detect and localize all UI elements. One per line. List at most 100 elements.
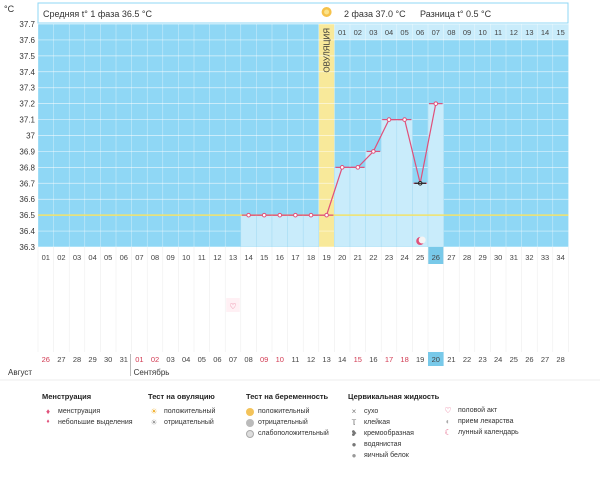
post-ovulation-day-label: 06	[416, 28, 424, 37]
calendar-date-label: 05	[198, 355, 206, 364]
sticky-icon: Ⲧ	[351, 418, 357, 427]
creamy-icon: ❥	[350, 429, 358, 438]
cycle-day-label: 07	[135, 253, 143, 262]
calendar-date-label: 04	[182, 355, 190, 364]
cycle-day-label: 30	[494, 253, 502, 262]
legend-item: ♦ небольшие выделения	[42, 417, 132, 428]
plot-area: 37.7 37.6 37.5 37.4 37.3 37.2 37.1 37 36.9 36.8 36…	[19, 7, 569, 252]
egg-white-icon: ●	[351, 451, 357, 460]
y-tick-label: 36.5	[19, 211, 35, 220]
legend-item: ☾ лунный календарь	[442, 427, 518, 438]
post-ovulation-day-label: 08	[447, 28, 455, 37]
temperature-area	[349, 167, 366, 248]
temperature-area	[240, 214, 257, 248]
temperature-area	[287, 214, 304, 248]
post-ovulation-day-label: 01	[338, 28, 346, 37]
temperature-difference: Разница t° 0.5 °C	[420, 9, 492, 19]
legend-title: Тест на овуляцию	[148, 392, 215, 401]
y-tick-label: 37.5	[19, 52, 35, 61]
calendar-date-label: 03	[166, 355, 174, 364]
cycle-day-label: 32	[525, 253, 533, 262]
legend-item: × сухо	[348, 406, 439, 417]
calendar-date-label: 16	[369, 355, 377, 364]
current-day-highlight	[428, 247, 444, 264]
calendar-date-label: 02	[151, 355, 159, 364]
calendar-date-label: 01	[135, 355, 143, 364]
heart-icon: ♡	[229, 302, 236, 311]
legend-item: ● яичный белок	[348, 450, 439, 461]
y-tick-label: 37.6	[19, 36, 35, 45]
y-tick-label: 37.4	[19, 68, 35, 77]
calendar-date-label: 06	[213, 355, 221, 364]
test-negative-icon	[246, 418, 254, 427]
legend-item: ♡ половой акт	[442, 405, 519, 416]
cycle-day-label: 15	[260, 253, 268, 262]
cycle-day-label: 26	[432, 253, 440, 262]
calendar-date-label: 14	[338, 355, 346, 364]
temperature-point	[246, 212, 251, 218]
calendar-date-label: 17	[385, 355, 393, 364]
calendar-date-label: 27	[57, 355, 65, 364]
dry-icon: ×	[351, 407, 357, 416]
cycle-day-label: 01	[42, 253, 50, 262]
cycle-day-label: 23	[385, 253, 393, 262]
cycle-day-label: 33	[541, 253, 549, 262]
calendar-date-label: 21	[447, 355, 455, 364]
calendar-date-label: 25	[510, 355, 518, 364]
current-date-highlight	[428, 352, 444, 366]
legend-item: ☀ отрицательный	[148, 417, 215, 428]
temperature-area	[302, 214, 320, 248]
y-unit-label: °C	[4, 4, 15, 14]
cycle-day-label: 06	[120, 253, 128, 262]
calendar-date-label: 29	[88, 355, 96, 364]
y-tick-label: 37	[26, 132, 35, 141]
legend-pregnancy-test: Тест на беременность положительный отриц…	[246, 392, 329, 439]
post-ovulation-day-label: 10	[478, 28, 486, 37]
watery-icon: ●	[351, 440, 357, 449]
test-positive-icon	[246, 407, 254, 416]
temperature-area	[334, 167, 351, 248]
cycle-day-label: 31	[510, 253, 518, 262]
month-label-second: Сентябрь	[134, 368, 170, 377]
legend-item: ◐ прием лекарства	[442, 416, 519, 427]
ovulation-label: ОВУЛЯЦИЯ	[323, 28, 332, 73]
sun-negative-icon: ☀	[150, 418, 158, 427]
temperature-point	[277, 212, 283, 218]
calendar-date-label: 13	[322, 355, 330, 364]
phase1-average: Средняя t° 1 фаза 36.5 °C	[43, 9, 152, 19]
calendar-date-label: 08	[244, 355, 252, 364]
calendar-date-label: 22	[463, 355, 471, 364]
calendar-date-label: 15	[354, 355, 362, 364]
small-drop-icon: ♦	[46, 419, 50, 425]
calendar-date-label: 26	[42, 355, 50, 364]
cycle-day-label: 03	[73, 253, 81, 262]
cycle-day-label: 19	[322, 253, 330, 262]
temperature-point	[402, 117, 407, 122]
y-tick-label: 36.4	[19, 227, 35, 236]
y-tick-label: 36.3	[19, 243, 35, 252]
cycle-day-label: 13	[229, 253, 237, 262]
y-tick-label: 36.6	[19, 195, 35, 204]
moon-cutout	[418, 236, 426, 244]
cycle-day-label: 04	[88, 253, 96, 262]
temperature-area	[365, 151, 382, 248]
temperature-area	[380, 119, 398, 248]
legend-other: ♡ половой акт ◐ прием лекарства ☾ лунный ка…	[442, 405, 519, 438]
cycle-day-label: 24	[400, 253, 408, 262]
legend-title: Тест на беременность	[246, 392, 329, 401]
heart-icon: ♡	[444, 406, 452, 415]
post-ovulation-day-label: 11	[494, 28, 502, 37]
cycle-day-label: 28	[463, 253, 471, 262]
legend-item: отрицательный	[246, 417, 329, 428]
cycle-day-label: 25	[416, 253, 424, 262]
ovulation-sun-core	[324, 9, 330, 15]
cycle-day-label: 21	[354, 253, 362, 262]
legend-menstruation: Менструация ♦ менструация ♦ небольшие выде…	[42, 392, 133, 428]
calendar-date-label: 24	[494, 355, 502, 364]
temperature-point	[386, 117, 392, 122]
bbt-chart: °C Средняя t° 1 фаза 36.5 °C 2 фаза 37.0…	[0, 2, 600, 381]
calendar-date-label: 30	[104, 355, 112, 364]
cycle-day-label: 16	[276, 253, 284, 262]
